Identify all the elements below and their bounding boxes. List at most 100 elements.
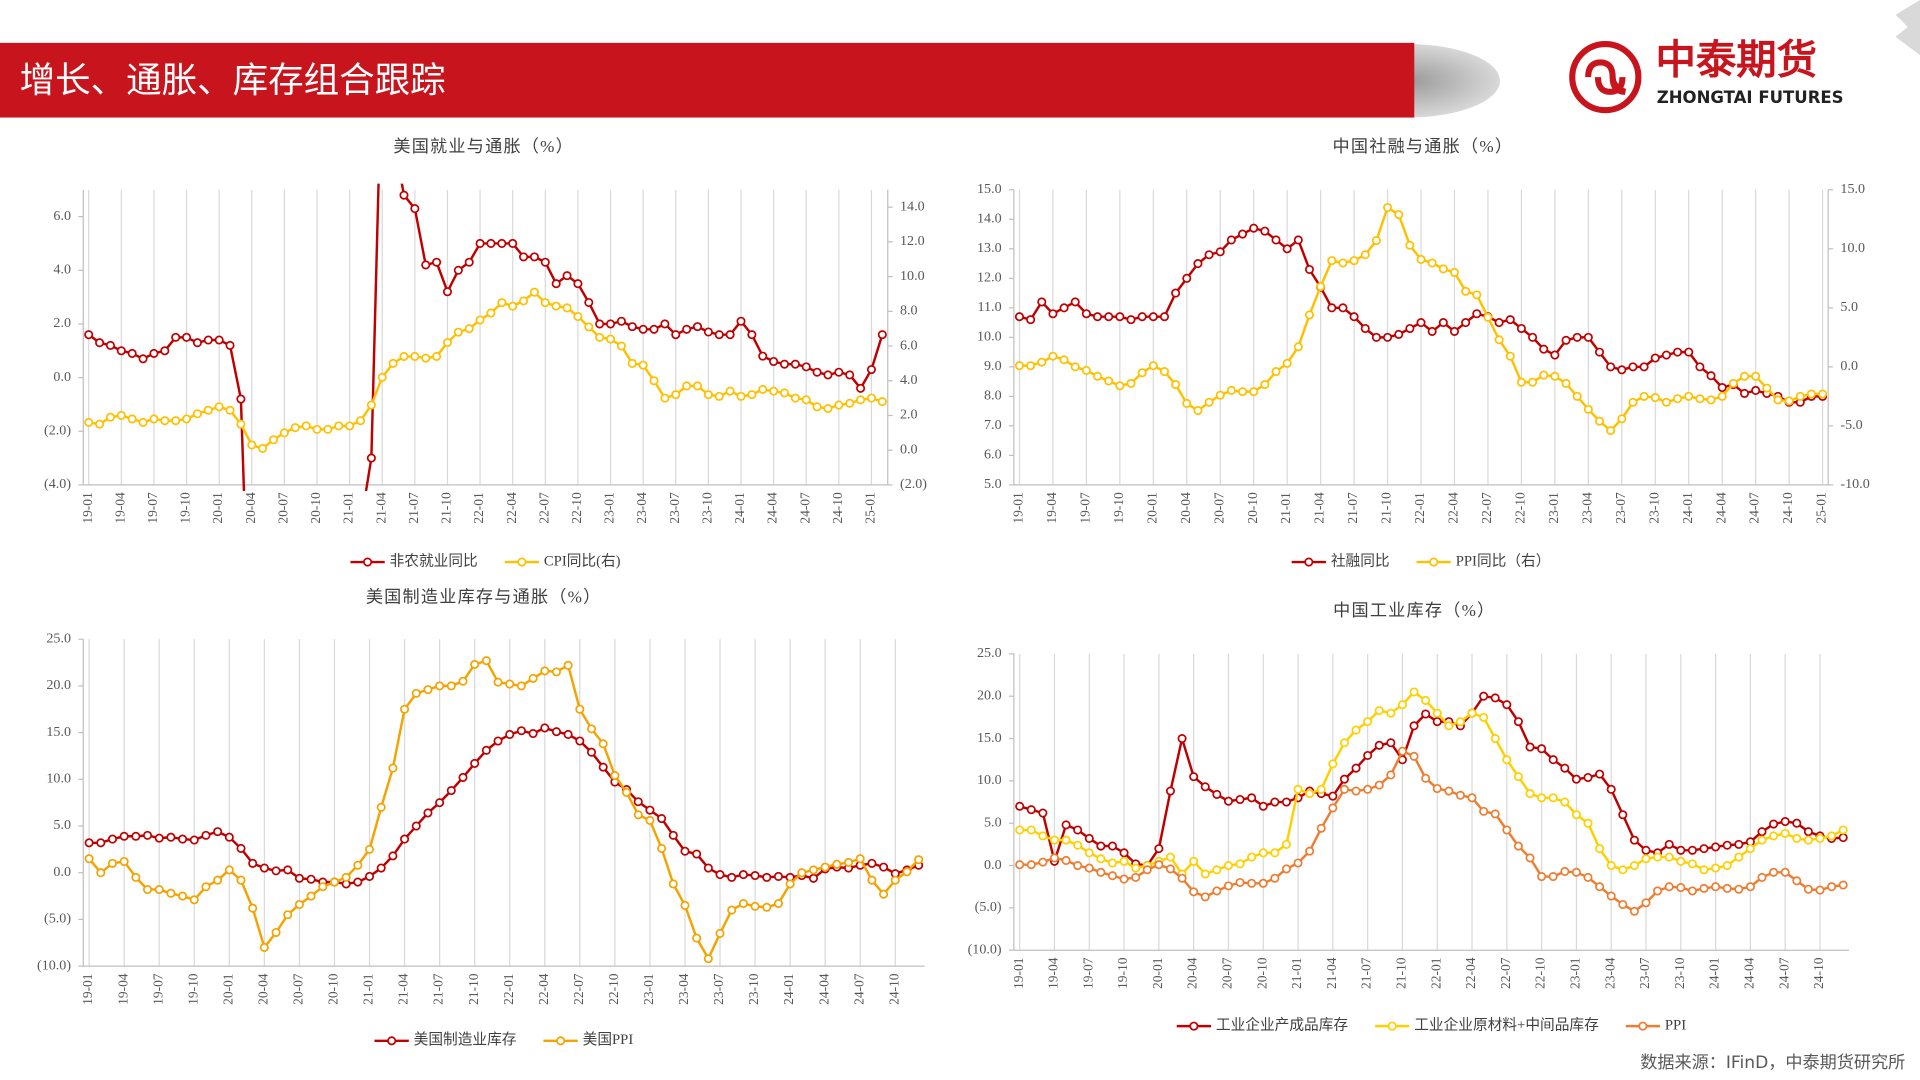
data-point xyxy=(1792,833,1802,843)
x-tick-label: 19-07 xyxy=(1080,957,1095,989)
data-point xyxy=(1059,355,1069,365)
y-tick-label: 20.0 xyxy=(46,677,71,693)
y-tick-label: 9.0 xyxy=(984,358,1002,374)
data-point xyxy=(149,348,159,358)
data-point xyxy=(725,330,735,340)
x-tick-label: 19-04 xyxy=(1044,492,1059,524)
data-point xyxy=(1026,825,1036,835)
data-point xyxy=(622,787,632,797)
data-point xyxy=(1494,335,1504,345)
chart-title: 美国制造业库存与通胀（%） xyxy=(366,587,602,606)
data-point xyxy=(481,745,491,755)
x-tick-label: 24-04 xyxy=(816,973,831,1005)
data-point xyxy=(727,872,737,882)
data-point xyxy=(364,844,375,854)
data-point xyxy=(1717,391,1727,401)
y-tick-label: 25.0 xyxy=(977,645,1002,661)
data-point xyxy=(1126,315,1136,325)
x-tick-label: 22-04 xyxy=(536,973,551,1005)
data-point xyxy=(1026,361,1036,371)
data-point xyxy=(1455,790,1465,800)
data-point xyxy=(1513,772,1523,782)
data-point xyxy=(758,351,768,361)
data-point xyxy=(660,319,670,329)
data-point xyxy=(633,797,643,807)
data-point xyxy=(346,535,353,542)
data-point xyxy=(1661,397,1671,407)
data-point xyxy=(1494,318,1504,328)
data-point xyxy=(1606,362,1616,372)
legend-marker xyxy=(1304,557,1314,567)
x-tick-label: 23-04 xyxy=(634,492,649,524)
data-point xyxy=(668,879,678,889)
data-point xyxy=(528,673,538,683)
data-point xyxy=(1539,370,1549,380)
data-point xyxy=(1226,385,1236,395)
data-point xyxy=(1629,861,1639,871)
source-note: 数据来源：IFinD，中泰期货研究所 xyxy=(1640,1053,1905,1073)
data-point xyxy=(1258,878,1268,888)
data-point xyxy=(606,334,616,344)
y-tick-label: 10.0 xyxy=(977,772,1002,788)
data-point xyxy=(1059,303,1069,313)
data-point xyxy=(247,440,257,450)
data-point xyxy=(364,871,375,881)
data-point xyxy=(1734,884,1744,894)
data-point xyxy=(334,421,344,431)
data-point xyxy=(703,390,713,400)
data-point xyxy=(1815,885,1825,895)
data-point xyxy=(1561,335,1571,345)
y-tick-label: 7.0 xyxy=(984,417,1002,433)
data-point xyxy=(1560,763,1570,773)
data-point xyxy=(1803,884,1813,894)
data-point xyxy=(224,865,234,875)
x-tick-label: 19-01 xyxy=(80,973,95,1004)
x-tick-label: 19-10 xyxy=(178,492,193,524)
data-point xyxy=(1148,312,1158,322)
x-tick-label: 24-10 xyxy=(830,492,845,524)
y-tick-label: 15.0 xyxy=(1840,181,1865,197)
data-point xyxy=(785,879,795,889)
data-point xyxy=(1349,256,1359,266)
data-point xyxy=(107,834,118,844)
data-point xyxy=(1177,873,1187,883)
data-point xyxy=(1374,740,1384,750)
legend-label: 美国PPI xyxy=(583,1031,634,1048)
data-point xyxy=(1235,877,1245,888)
x-tick-label: 23-01 xyxy=(641,973,656,1004)
data-point xyxy=(341,872,351,882)
data-point xyxy=(178,891,188,901)
data-point xyxy=(1455,717,1465,727)
data-point xyxy=(1305,846,1315,856)
data-point xyxy=(1107,858,1117,868)
data-point xyxy=(131,872,141,882)
data-point xyxy=(1687,845,1697,855)
data-point xyxy=(1249,387,1259,397)
x-tick-label: 21-10 xyxy=(1394,957,1409,989)
data-point xyxy=(575,704,585,714)
y-tick-label: 5.0 xyxy=(984,814,1002,830)
data-point xyxy=(1516,323,1526,334)
data-point xyxy=(1038,857,1048,867)
data-point xyxy=(773,899,783,909)
data-point xyxy=(116,346,126,356)
data-point xyxy=(1270,873,1280,883)
data-point xyxy=(1238,387,1248,397)
data-point xyxy=(1351,763,1361,773)
data-point xyxy=(1258,801,1268,811)
data-point xyxy=(353,877,363,887)
data-point xyxy=(345,421,355,431)
data-point xyxy=(400,704,410,714)
data-point xyxy=(1327,256,1337,266)
data-point xyxy=(914,855,924,865)
data-point xyxy=(866,365,876,375)
data-point xyxy=(1182,273,1192,283)
data-point xyxy=(638,360,648,370)
data-point xyxy=(540,723,550,733)
data-point xyxy=(1271,235,1281,245)
x-tick-label: 23-10 xyxy=(1672,957,1687,989)
data-point xyxy=(423,685,433,695)
data-point xyxy=(1015,860,1025,870)
data-point xyxy=(1015,825,1025,835)
data-point xyxy=(703,327,713,337)
